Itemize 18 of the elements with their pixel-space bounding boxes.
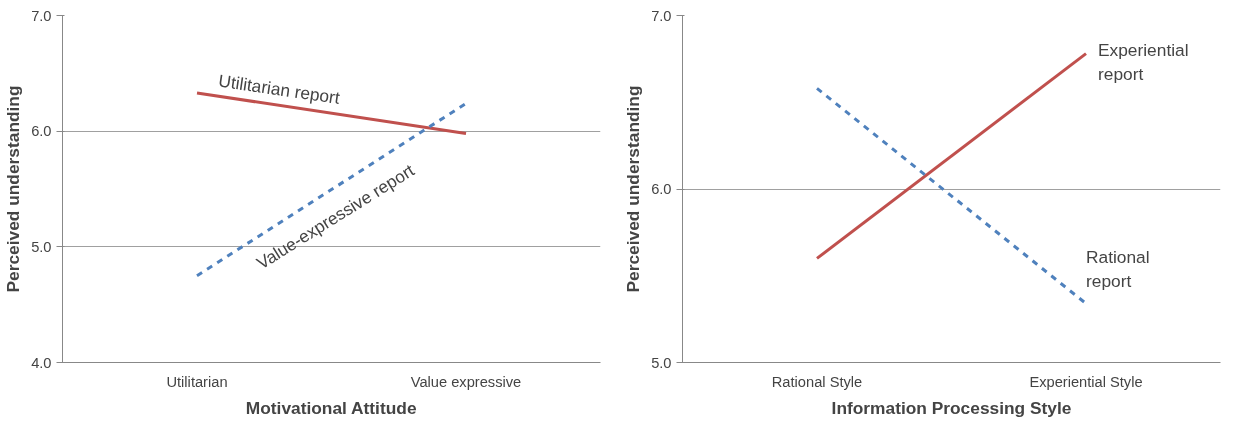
x-tick-label: Utilitarian: [166, 373, 228, 390]
text: Utilitarian report: [217, 70, 342, 109]
y-tick-label: 6.0: [31, 123, 52, 140]
y-tick-label: 6.0: [651, 181, 672, 197]
y-tick-label: 4.0: [31, 354, 52, 371]
y-tick-label: 7.0: [31, 7, 52, 24]
y-axis-title: Perceived understanding: [623, 85, 644, 293]
y-tick-label: 5.0: [651, 354, 672, 371]
y-tick-label: 7.0: [651, 7, 672, 24]
series-label: Experiential report: [1098, 39, 1189, 84]
y-tick-label: 5.0: [31, 238, 52, 255]
x-axis-title: Information Processing Style: [831, 397, 1072, 418]
series-label: Rational report: [1086, 246, 1150, 291]
x-tick-label: Rational Style: [771, 373, 863, 390]
x-tick-label: Experiential Style: [1029, 373, 1143, 390]
x-axis-title: Motivational Attitude: [245, 397, 417, 418]
x-tick-label: Value expressive: [410, 373, 522, 390]
y-axis-title: Perceived understanding: [3, 85, 24, 293]
